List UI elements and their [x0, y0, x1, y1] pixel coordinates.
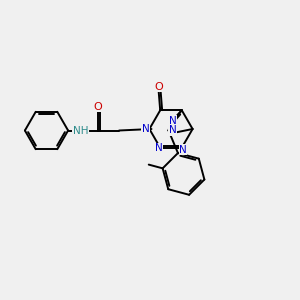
Text: NH: NH: [73, 125, 88, 136]
Text: N: N: [169, 125, 177, 135]
Text: N: N: [142, 124, 150, 134]
Text: N: N: [179, 145, 187, 154]
Text: N: N: [169, 116, 176, 126]
Text: N: N: [155, 143, 163, 153]
Text: O: O: [154, 82, 163, 92]
Text: O: O: [94, 101, 103, 112]
